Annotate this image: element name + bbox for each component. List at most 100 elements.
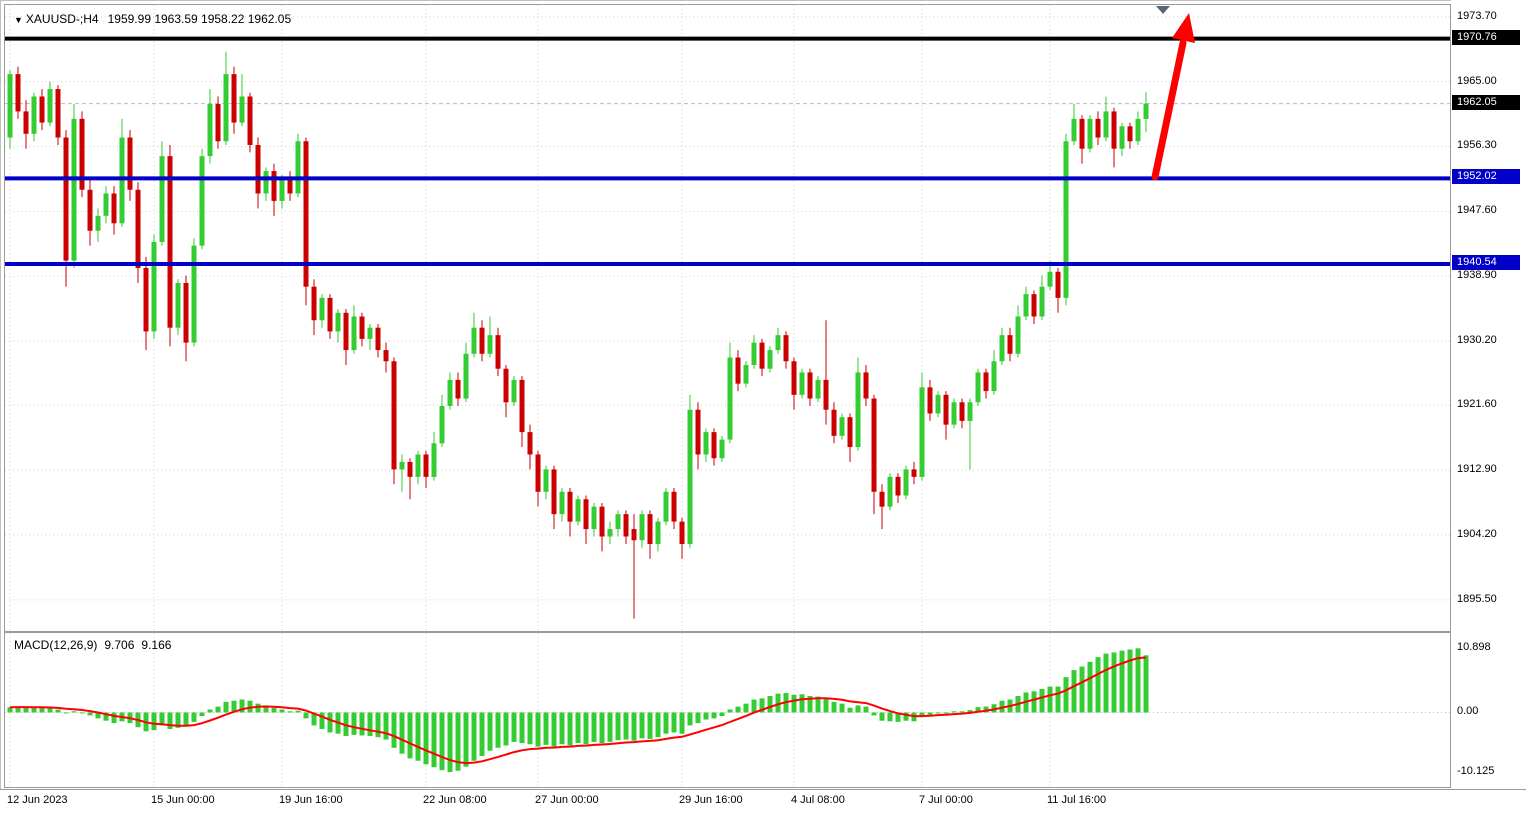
time-axis[interactable]: 12 Jun 2023 15 Jun 00:00 19 Jun 16:00 22 Ju…: [0, 789, 1526, 813]
bull-candle-body: [703, 432, 709, 455]
macd-histogram-bar: [183, 712, 189, 727]
bull-candle-body: [511, 379, 517, 403]
macd-histogram-bar: [495, 712, 501, 748]
macd-histogram-bar: [895, 712, 901, 722]
bull-candle-body: [263, 171, 269, 194]
bear-candle-body: [111, 193, 117, 224]
price-axis[interactable]: 1973.70 1965.00 1956.30 1947.60 1938.90 1930.…: [1451, 0, 1526, 789]
macd-histogram-bar: [639, 712, 645, 739]
macd-histogram-bar: [111, 712, 117, 724]
macd-histogram-bar: [303, 712, 309, 719]
macd-histogram-bar: [879, 712, 885, 721]
macd-histogram-bar: [407, 712, 413, 759]
bull-candle-body: [751, 342, 757, 365]
bull-candle-body: [591, 506, 597, 530]
trend-arrow-shaft[interactable]: [1151, 39, 1187, 181]
bull-candle-body: [415, 454, 421, 477]
bear-candle-body: [359, 316, 365, 339]
macd-histogram-bar: [567, 712, 573, 746]
bull-candle-body: [903, 469, 909, 496]
macd-histogram-bar: [727, 709, 733, 713]
bear-candle-body: [503, 368, 509, 403]
macd-histogram-bar: [535, 712, 541, 747]
bull-candle-body: [439, 406, 445, 444]
main-chart-canvas[interactable]: [5, 5, 1450, 631]
macd-histogram-bar: [159, 712, 165, 726]
bear-candle-body: [143, 268, 149, 332]
bull-candle-body: [799, 372, 805, 395]
bull-candle-body: [1015, 316, 1021, 354]
bull-candle-body: [663, 491, 669, 522]
macd-histogram-bar: [463, 712, 469, 767]
macd-histogram-bar: [1111, 652, 1117, 713]
bear-candle-body: [343, 312, 349, 351]
macd-histogram-bar: [231, 700, 237, 713]
macd-histogram-bar: [671, 712, 677, 733]
macd-histogram-bar: [487, 712, 493, 751]
bull-candle-body: [607, 529, 613, 537]
ohlc-values: 1959.99 1963.59 1958.22 1962.05: [107, 12, 292, 26]
time-axis-label: 22 Jun 08:00: [423, 794, 487, 806]
time-axis-label: 19 Jun 16:00: [279, 794, 343, 806]
bull-candle-body: [119, 137, 125, 224]
bear-candle-body: [1111, 111, 1117, 149]
macd-histogram-bar: [55, 709, 61, 713]
level-price-badge: 1970.76: [1452, 29, 1520, 45]
macd-histogram-bar: [415, 712, 421, 761]
bull-candle-body: [159, 156, 165, 242]
bull-candle-body: [1143, 103, 1149, 119]
macd-canvas[interactable]: [5, 633, 1450, 787]
bear-candle-body: [23, 111, 29, 134]
macd-histogram-bar: [687, 712, 693, 726]
bear-candle-body: [383, 350, 389, 362]
macd-histogram-bar: [615, 712, 621, 741]
macd-histogram-bar: [175, 712, 181, 728]
macd-histogram-bar: [575, 712, 581, 744]
price-pane[interactable]: ▼ XAUUSD-;H4 1959.99 1963.59 1958.22 1962.…: [4, 4, 1451, 632]
bear-candle-body: [879, 491, 885, 507]
bear-candle-body: [287, 178, 293, 194]
bear-candle-body: [551, 469, 557, 515]
macd-main-value: 9.706: [104, 638, 135, 652]
chart-top-marker-icon: [1156, 6, 1170, 14]
trend-arrow-head[interactable]: [1172, 13, 1195, 43]
bear-candle-body: [271, 171, 277, 201]
bear-candle-body: [215, 103, 221, 142]
macd-histogram-bar: [1039, 688, 1045, 713]
macd-histogram-bar: [423, 712, 429, 765]
price-tick-label: 1965.00: [1457, 74, 1497, 87]
symbol-dropdown-icon[interactable]: ▼: [14, 15, 23, 25]
macd-histogram-bar: [39, 707, 45, 713]
macd-histogram-bar: [471, 712, 477, 761]
time-axis-label: 15 Jun 00:00: [151, 794, 215, 806]
macd-histogram-bar: [295, 710, 301, 713]
bear-candle-body: [63, 137, 69, 261]
bull-candle-body: [1119, 126, 1125, 149]
macd-histogram-bar: [623, 712, 629, 740]
macd-histogram-bar: [583, 712, 589, 745]
bear-candle-body: [943, 394, 949, 425]
macd-pane[interactable]: MACD(12,26,9) 9.706 9.166: [4, 632, 1451, 788]
bear-candle-body: [183, 282, 189, 343]
price-tick-label: 1921.60: [1457, 398, 1497, 411]
bear-candle-body: [1007, 335, 1013, 354]
macd-histogram-bar: [519, 712, 525, 744]
bull-candle-body: [615, 514, 621, 530]
time-axis-label: 29 Jun 16:00: [679, 794, 743, 806]
macd-histogram-bar: [191, 712, 197, 722]
macd-histogram-bar: [927, 712, 933, 715]
macd-histogram-bar: [47, 708, 53, 713]
price-tick-label: 1904.20: [1457, 528, 1497, 541]
bull-candle-body: [71, 118, 77, 261]
bear-candle-body: [895, 476, 901, 496]
bull-candle-body: [1023, 294, 1029, 317]
macd-histogram-bar: [943, 712, 949, 714]
bull-candle-body: [31, 96, 37, 134]
bear-candle-body: [927, 387, 933, 414]
bull-candle-body: [47, 89, 53, 123]
macd-signal-line: [9, 656, 1147, 765]
macd-histogram-bar: [743, 703, 749, 713]
macd-histogram-bar: [1127, 649, 1133, 713]
bear-candle-body: [1127, 126, 1133, 142]
macd-histogram-bar: [1031, 691, 1037, 713]
